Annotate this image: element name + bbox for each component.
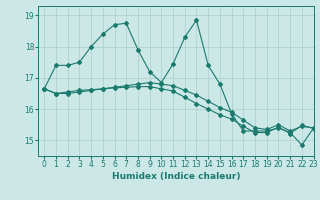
- X-axis label: Humidex (Indice chaleur): Humidex (Indice chaleur): [112, 172, 240, 181]
